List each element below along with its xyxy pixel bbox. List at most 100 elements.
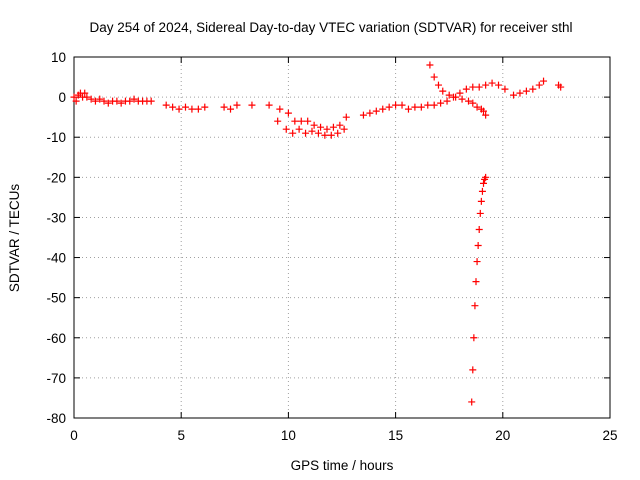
data-point [81, 89, 89, 97]
data-point [70, 93, 78, 101]
data-point [181, 103, 189, 111]
data-point [473, 258, 481, 266]
data-point [162, 101, 170, 109]
y-tick-label: -40 [46, 251, 66, 266]
x-tick-label: 5 [177, 428, 185, 443]
y-tick-label: -10 [46, 130, 66, 145]
y-tick-label: 10 [51, 50, 66, 65]
data-point [445, 91, 453, 99]
data-point [366, 109, 374, 117]
x-tick-labels: 0 5 10 15 20 25 [70, 428, 617, 443]
data-point [529, 85, 537, 93]
data-point [540, 77, 548, 85]
data-point [439, 87, 447, 95]
data-point [468, 398, 476, 406]
grid-lines [74, 57, 610, 418]
data-point [458, 95, 466, 103]
data-point [87, 95, 95, 103]
data-point [477, 197, 485, 205]
data-point [430, 101, 438, 109]
data-point [510, 91, 518, 99]
data-point [398, 101, 406, 109]
data-point [495, 81, 503, 89]
data-point [284, 109, 292, 117]
data-point [488, 79, 496, 87]
data-point [310, 121, 318, 129]
data-point [220, 103, 228, 111]
data-point [464, 97, 472, 105]
data-point [443, 97, 451, 105]
data-point [469, 366, 477, 374]
data-point [194, 105, 202, 113]
y-tick-label: -80 [46, 411, 66, 426]
y-tick-label: 0 [58, 90, 66, 105]
x-tick-label: 25 [602, 428, 617, 443]
data-point [462, 85, 470, 93]
data-point [476, 209, 484, 217]
data-point [233, 101, 241, 109]
data-point [321, 131, 329, 139]
data-point [469, 83, 477, 91]
data-point [265, 101, 273, 109]
y-tick-label: -50 [46, 291, 66, 306]
data-point [342, 113, 350, 121]
data-point [100, 97, 108, 105]
x-tick-label: 10 [281, 428, 296, 443]
data-point [472, 278, 480, 286]
data-point [291, 117, 299, 125]
data-point [452, 93, 460, 101]
data-point [379, 105, 387, 113]
data-point [147, 97, 155, 105]
data-point [323, 125, 331, 133]
data-point [411, 103, 419, 111]
y-tick-labels: 10 0 -10 -20 -30 -40 -50 -60 -70 -80 [46, 50, 66, 426]
data-point [404, 105, 412, 113]
data-point [175, 105, 183, 113]
data-point [480, 179, 488, 187]
data-points [70, 61, 565, 406]
y-tick-label: -20 [46, 170, 66, 185]
data-point [327, 131, 335, 139]
y-tick-label: -30 [46, 210, 66, 225]
data-point [434, 81, 442, 89]
data-point [392, 101, 400, 109]
data-point [478, 187, 486, 195]
data-point [274, 117, 282, 125]
data-point [340, 125, 348, 133]
data-point [482, 111, 490, 119]
data-point [314, 129, 322, 137]
data-point [91, 97, 99, 105]
data-point [359, 111, 367, 119]
data-point [482, 81, 490, 89]
data-point [501, 85, 509, 93]
data-point [417, 103, 425, 111]
data-point [295, 125, 303, 133]
data-point [126, 97, 134, 105]
data-point [83, 93, 91, 101]
data-point [302, 129, 310, 137]
data-point [117, 99, 125, 107]
data-point [522, 87, 530, 95]
data-point [104, 99, 112, 107]
data-point [430, 73, 438, 81]
data-point [188, 105, 196, 113]
data-point [289, 129, 297, 137]
chart-title: Day 254 of 2024, Sidereal Day-to-day VTE… [90, 20, 573, 35]
data-point [480, 107, 488, 115]
y-tick-label: -60 [46, 331, 66, 346]
data-point [282, 125, 290, 133]
data-point [475, 83, 483, 91]
data-point [96, 95, 104, 103]
axis-ticks [73, 56, 611, 419]
data-point [475, 225, 483, 233]
data-point [473, 103, 481, 111]
data-point [437, 99, 445, 107]
data-point [471, 302, 479, 310]
x-tick-label: 15 [388, 428, 403, 443]
data-point [482, 173, 490, 181]
data-point [276, 105, 284, 113]
data-point [72, 97, 80, 105]
data-point [113, 97, 121, 105]
data-point [336, 121, 344, 129]
